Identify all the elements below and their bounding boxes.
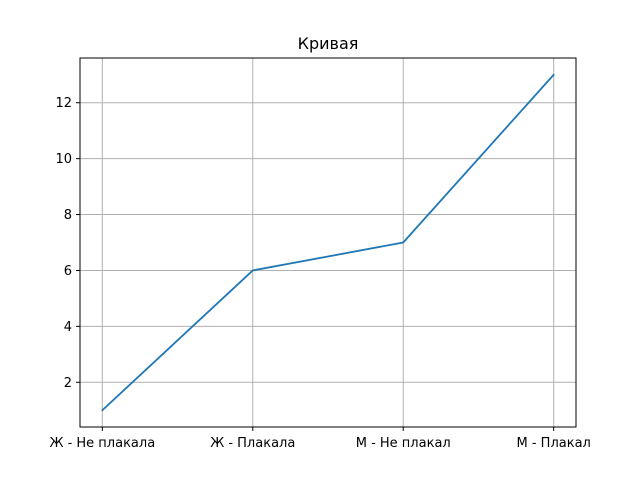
x-tick-label: М - Плакал <box>517 436 591 451</box>
x-tick-label: Ж - Не плакала <box>49 436 155 451</box>
data-point <box>101 409 104 412</box>
x-tick-label: Ж - Плакала <box>210 436 295 451</box>
chart-title: Кривая <box>298 34 359 53</box>
x-tick-label: М - Не плакал <box>356 436 451 451</box>
data-point <box>552 73 555 76</box>
y-tick-label: 2 <box>64 376 72 391</box>
ticks-layer: Ж - Не плакала Ж - Плакала М - Не плакал М … <box>49 96 590 451</box>
data-point <box>402 241 405 244</box>
plot-frame <box>79 57 577 428</box>
grid-layer <box>80 58 576 427</box>
y-tick-label: 4 <box>64 320 72 335</box>
y-tick-label: 10 <box>55 152 72 167</box>
series-layer <box>101 73 555 412</box>
y-tick-label: 6 <box>64 264 72 279</box>
data-point <box>251 269 254 272</box>
y-tick-label: 12 <box>55 96 72 111</box>
y-tick-label: 8 <box>64 208 72 223</box>
series-line <box>101 74 555 411</box>
